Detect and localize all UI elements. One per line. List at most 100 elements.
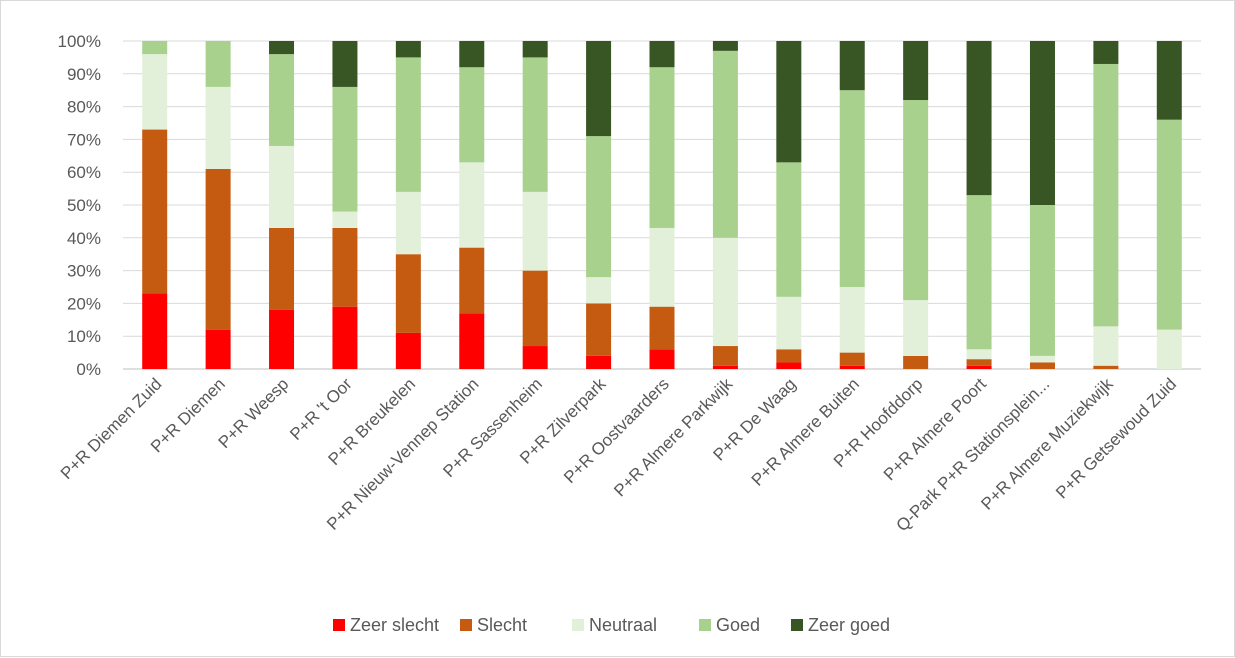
legend-label: Zeer slecht — [350, 615, 439, 635]
bar-segment — [903, 300, 929, 356]
bar-segment — [903, 355, 929, 369]
bar-segment — [332, 227, 358, 307]
bar-segment — [649, 227, 675, 307]
bar-segment — [269, 309, 295, 369]
y-tick-label: 90% — [67, 65, 101, 84]
bar-segment — [1156, 119, 1182, 330]
bar-segment — [395, 41, 421, 58]
bar-segment — [839, 352, 865, 366]
bar-segment — [459, 313, 485, 369]
bar-segment — [712, 365, 738, 369]
x-category-label: P+R Almere Parkwijk — [610, 374, 736, 500]
bar-segment — [1093, 41, 1119, 64]
bar-segment — [142, 41, 168, 55]
bar-segment — [205, 86, 231, 169]
bar-segment — [205, 329, 231, 369]
bar-segment — [1029, 205, 1055, 356]
bar-segment — [395, 191, 421, 255]
legend-label: Neutraal — [589, 615, 657, 635]
bars — [142, 41, 1182, 369]
legend-swatch — [572, 619, 584, 631]
x-category-label: P+R Diemen Zuid — [57, 374, 166, 483]
bar-segment — [712, 237, 738, 347]
bar-segment — [522, 191, 548, 271]
bar-segment — [269, 54, 295, 146]
bar-segment — [839, 41, 865, 91]
bar-segment — [332, 211, 358, 228]
bar-segment — [776, 296, 802, 350]
bar-segment — [712, 50, 738, 238]
bar-segment — [459, 162, 485, 248]
bar-segment — [712, 346, 738, 366]
bar-segment — [586, 136, 612, 278]
legend-swatch — [333, 619, 345, 631]
x-category-label: P+R Oostvaarders — [560, 374, 673, 487]
y-tick-label: 0% — [76, 360, 101, 379]
bar-segment — [966, 359, 992, 366]
legend-swatch — [699, 619, 711, 631]
bar-segment — [839, 90, 865, 287]
bar-segment — [269, 227, 295, 310]
bar-segment — [269, 145, 295, 228]
legend-label: Zeer goed — [808, 615, 890, 635]
bar-segment — [586, 355, 612, 369]
legend-swatch — [460, 619, 472, 631]
bar-segment — [522, 346, 548, 369]
bar-segment — [586, 303, 612, 356]
bar-segment — [649, 349, 675, 369]
bar-segment — [1029, 41, 1055, 205]
legend: Zeer slecht Slecht Neutraal Goed Zeer goed — [333, 615, 890, 635]
y-tick-label: 40% — [67, 229, 101, 248]
bar-segment — [1093, 63, 1119, 327]
bar-segment — [332, 41, 358, 87]
bar-segment — [776, 41, 802, 163]
bar-segment — [459, 41, 485, 68]
bar-segment — [395, 332, 421, 369]
bar-segment — [649, 67, 675, 228]
bar-segment — [649, 41, 675, 68]
bar-segment — [586, 41, 612, 137]
bar-segment — [395, 57, 421, 192]
y-tick-label: 20% — [67, 294, 101, 313]
bar-segment — [903, 100, 929, 301]
bar-segment — [395, 254, 421, 333]
bar-segment — [649, 306, 675, 350]
bar-segment — [966, 365, 992, 369]
legend-label: Slecht — [477, 615, 527, 635]
bar-segment — [459, 247, 485, 314]
bar-segment — [205, 168, 231, 330]
bar-segment — [1029, 355, 1055, 363]
bar-segment — [776, 349, 802, 363]
y-tick-label: 70% — [67, 130, 101, 149]
bar-segment — [966, 41, 992, 196]
y-tick-label: 10% — [67, 327, 101, 346]
bar-segment — [586, 277, 612, 304]
y-axis-ticks: 0% 10% 20% 30% 40% 50% 60% 70% 80% 90% 100% — [58, 32, 101, 379]
legend-swatch — [791, 619, 803, 631]
bar-segment — [522, 57, 548, 192]
bar-segment — [1156, 329, 1182, 369]
bar-segment — [332, 306, 358, 369]
y-tick-label: 50% — [67, 196, 101, 215]
bar-segment — [839, 287, 865, 353]
bar-segment — [1156, 41, 1182, 120]
bar-segment — [966, 349, 992, 360]
bar-segment — [1029, 362, 1055, 369]
x-category-label: P+R Almere Buiten — [748, 374, 863, 489]
y-tick-label: 60% — [67, 163, 101, 182]
bar-segment — [522, 270, 548, 347]
legend-label: Goed — [716, 615, 760, 635]
bar-segment — [966, 195, 992, 350]
bar-segment — [459, 67, 485, 163]
bar-segment — [142, 54, 168, 130]
bar-segment — [269, 41, 295, 55]
bar-segment — [1093, 365, 1119, 369]
y-tick-label: 80% — [67, 98, 101, 117]
bar-segment — [712, 41, 738, 51]
bar-segment — [903, 41, 929, 101]
y-tick-label: 100% — [58, 32, 101, 51]
x-category-label: P+R Getsewoud Zuid — [1052, 374, 1180, 502]
bar-segment — [205, 41, 231, 87]
